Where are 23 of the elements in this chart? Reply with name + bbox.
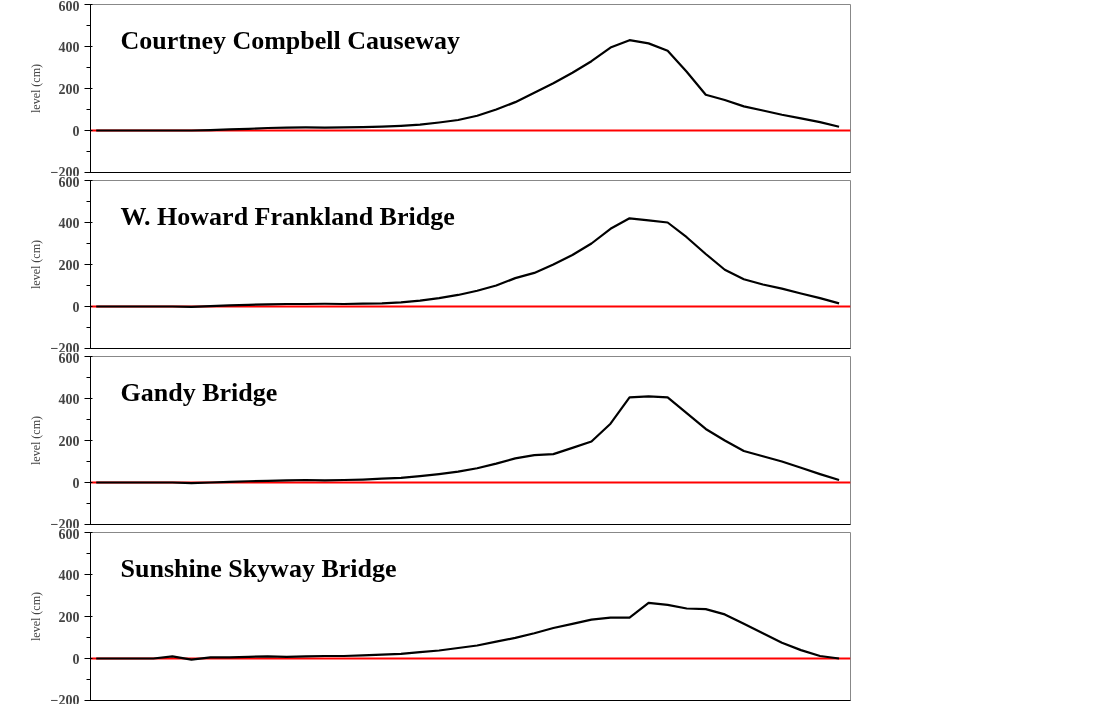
y-tick-label: 600 [58, 0, 80, 14]
text: Courtney Compbell Causeway [120, 25, 460, 55]
y-axis-title: level (cm) [28, 240, 43, 289]
text: Sunshine Skyway Bridge [120, 553, 397, 583]
y-tick-label: 0 [72, 651, 80, 667]
y-tick-label: 200 [58, 433, 80, 449]
y-tick-label: 400 [58, 391, 80, 407]
y-tick-label: 200 [58, 257, 80, 273]
y-tick-label: 0 [72, 475, 80, 491]
y-tick-label: 0 [72, 123, 80, 139]
y-tick-label: 400 [58, 215, 80, 231]
text: Gandy Bridge [120, 377, 278, 407]
y-tick-label: 200 [58, 81, 80, 97]
y-tick-label: −200 [50, 692, 80, 708]
text: W. Howard Frankland Bridge [120, 201, 455, 231]
y-axis-title: level (cm) [28, 416, 43, 465]
y-axis-title: level (cm) [28, 64, 43, 113]
y-tick-label: 400 [58, 39, 80, 55]
y-tick-label: 200 [58, 609, 80, 625]
y-axis-title: level (cm) [28, 592, 43, 641]
line-series [95, 601, 841, 661]
y-tick-label: 0 [72, 299, 80, 315]
y-tick-label: 400 [58, 567, 80, 583]
